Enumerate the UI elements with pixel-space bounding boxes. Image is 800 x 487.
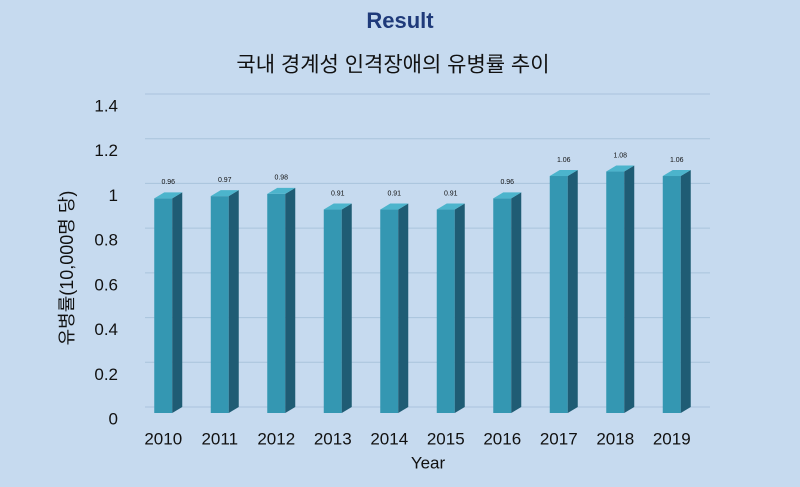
y-tick-label: 0.4 (94, 320, 118, 339)
x-tick-label: 2016 (483, 429, 521, 448)
data-label: 0.91 (331, 190, 345, 197)
y-tick-label: 1 (109, 186, 118, 205)
data-label: 1.06 (557, 157, 571, 164)
bar (662, 176, 681, 413)
bar-side (228, 190, 239, 413)
bar-top (549, 170, 578, 177)
bar-top (323, 203, 352, 210)
bar (549, 176, 568, 413)
bar (493, 198, 512, 413)
y-tick-label: 0.6 (94, 275, 118, 294)
bar-side (341, 203, 352, 413)
data-label: 0.98 (274, 175, 288, 182)
data-label: 0.97 (218, 177, 232, 184)
data-label: 0.91 (444, 190, 458, 197)
y-tick-label: 0.2 (94, 365, 118, 384)
x-tick-label: 2014 (370, 429, 408, 448)
chart-title: Result (366, 8, 434, 33)
data-label: 0.91 (387, 190, 401, 197)
x-tick-label: 2019 (653, 429, 691, 448)
bar-top (493, 192, 522, 199)
data-label: 0.96 (500, 179, 514, 186)
bar-side (511, 192, 522, 413)
bar-top (436, 203, 465, 210)
bar-top (154, 192, 183, 199)
bar-top (380, 203, 409, 210)
bar-top (210, 190, 239, 197)
x-tick-label: 2017 (540, 429, 578, 448)
x-tick-label: 2015 (427, 429, 465, 448)
bar-side (285, 187, 296, 413)
x-tick-label: 2013 (314, 429, 352, 448)
data-label: 1.06 (670, 157, 684, 164)
bar-side (398, 203, 409, 413)
bar (154, 198, 173, 413)
bar-side (680, 170, 691, 413)
bar (210, 196, 229, 413)
bar (380, 209, 399, 413)
y-tick-label: 1.2 (94, 141, 118, 160)
x-tick-label: 2012 (257, 429, 295, 448)
data-label: 1.08 (613, 152, 627, 159)
y-tick-label: 0 (109, 409, 118, 428)
bar-side (624, 165, 635, 413)
x-tick-label: 2010 (144, 429, 182, 448)
bar-side (172, 192, 183, 413)
bar (267, 193, 286, 413)
bar-top (267, 187, 296, 194)
y-tick-label: 0.8 (94, 231, 118, 250)
bar-top (662, 170, 691, 177)
bar (323, 209, 342, 413)
bar (606, 171, 625, 413)
chart-subtitle: 국내 경계성 인격장애의 유병률 추이 (236, 54, 549, 77)
y-tick-label: 1.4 (94, 96, 118, 115)
x-axis-label: Year (411, 453, 446, 472)
x-tick-label: 2018 (596, 429, 634, 448)
bar (436, 209, 455, 413)
bar-top (606, 165, 635, 172)
bar-side (454, 203, 465, 413)
data-label: 0.96 (161, 179, 175, 186)
y-axis-label: 유병률(10,000명 당) (57, 191, 77, 346)
bar-side (567, 170, 578, 413)
x-tick-label: 2011 (201, 429, 238, 448)
